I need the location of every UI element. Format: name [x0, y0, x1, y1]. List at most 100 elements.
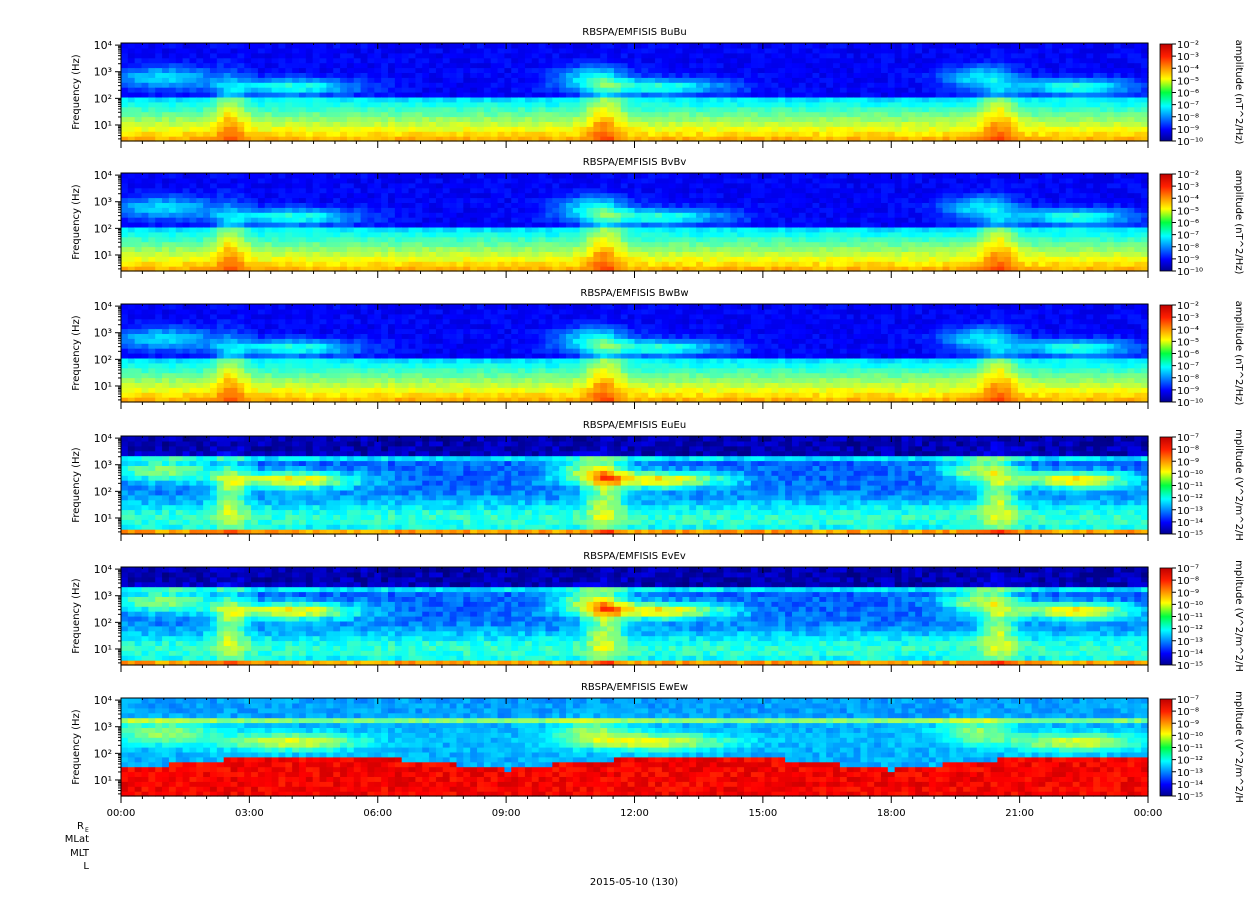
heatmap-cell — [223, 126, 232, 132]
heatmap-cell — [778, 101, 786, 108]
heatmap-cell — [641, 212, 649, 218]
heatmap-cell — [1017, 111, 1026, 118]
heatmap-cell — [593, 236, 601, 243]
heatmap-cell — [148, 231, 156, 238]
heatmap-cell — [319, 57, 327, 64]
heatmap-cell — [552, 72, 560, 78]
heatmap-cell — [607, 173, 615, 179]
heatmap-cell — [1072, 131, 1081, 137]
heatmap-cell — [798, 136, 807, 142]
heatmap-cell — [367, 266, 375, 272]
heatmap-cell — [661, 217, 670, 223]
heatmap-cell — [1113, 82, 1122, 88]
heatmap-cell — [155, 101, 163, 108]
heatmap-cell — [1079, 111, 1087, 118]
heatmap-cell — [360, 173, 369, 179]
heatmap-cell — [504, 136, 512, 142]
heatmap-cell — [175, 126, 184, 132]
heatmap-cell — [641, 43, 649, 49]
heatmap-cell — [846, 72, 855, 78]
heatmap-cell — [285, 197, 293, 203]
heatmap-cell — [292, 116, 300, 122]
heatmap-cell — [1065, 92, 1074, 98]
heatmap-cell — [127, 57, 136, 64]
heatmap-cell — [203, 131, 211, 137]
heatmap-cell — [969, 92, 978, 98]
heatmap-cell — [456, 173, 464, 179]
heatmap-cell — [121, 212, 129, 218]
heatmap-cell — [613, 251, 622, 257]
heatmap-cell — [470, 236, 478, 243]
heatmap-cell — [874, 43, 882, 49]
heatmap-cell — [586, 67, 595, 73]
heatmap-cell — [415, 67, 423, 73]
heatmap-cell — [572, 197, 581, 203]
heatmap-cell — [668, 52, 677, 59]
heatmap-cell — [552, 212, 560, 218]
heatmap-cell — [524, 72, 533, 78]
heatmap-cell — [449, 62, 458, 69]
heatmap-cell — [730, 106, 738, 113]
heatmap-cell — [408, 222, 417, 228]
heatmap-cell — [456, 236, 464, 243]
heatmap-cell — [655, 67, 663, 73]
heatmap-cell — [127, 116, 136, 122]
heatmap-cell — [374, 197, 382, 203]
heatmap-cell — [257, 231, 266, 238]
heatmap-cell — [675, 96, 684, 103]
heatmap-cell — [887, 92, 896, 98]
heatmap-cell — [661, 187, 670, 194]
heatmap-cell — [360, 192, 369, 199]
heatmap-cell — [319, 187, 327, 194]
heatmap-cell — [572, 217, 581, 223]
heatmap-cell — [716, 126, 725, 132]
heatmap-cell — [997, 92, 1005, 98]
heatmap-cell — [963, 72, 971, 78]
heatmap-cell — [586, 187, 595, 194]
heatmap-cell — [579, 231, 588, 238]
heatmap-cell — [340, 251, 348, 257]
heatmap-cell — [579, 177, 588, 184]
heatmap-cell — [668, 126, 677, 132]
heatmap-cell — [251, 52, 259, 59]
heatmap-cell — [648, 246, 656, 252]
heatmap-cell — [182, 182, 191, 189]
heatmap-cell — [497, 266, 506, 272]
heatmap-cell — [1086, 126, 1094, 132]
heatmap-cell — [168, 106, 177, 113]
heatmap-cell — [860, 77, 868, 83]
heatmap-cell — [1127, 131, 1135, 137]
heatmap-cell — [408, 212, 417, 218]
heatmap-cell — [326, 256, 334, 262]
heatmap-cell — [1100, 96, 1108, 103]
heatmap-cell — [168, 222, 177, 228]
heatmap-cell — [388, 82, 396, 88]
heatmap-cell — [367, 187, 375, 194]
heatmap-cell — [1079, 67, 1087, 73]
heatmap-cell — [333, 136, 341, 142]
heatmap-cell — [251, 131, 259, 137]
heatmap-cell — [429, 47, 437, 54]
heatmap-cell — [586, 126, 595, 132]
heatmap-cell — [627, 256, 636, 262]
heatmap-cell — [634, 62, 642, 69]
heatmap-cell — [545, 202, 553, 208]
heatmap-cell — [928, 62, 937, 69]
heatmap-cell — [942, 47, 951, 54]
heatmap-cell — [162, 202, 170, 208]
heatmap-cell — [333, 251, 341, 257]
heatmap-cell — [668, 246, 677, 252]
heatmap-cell — [586, 182, 595, 189]
heatmap-cell — [524, 126, 533, 132]
heatmap-cell — [791, 126, 800, 132]
heatmap-cell — [1127, 57, 1135, 64]
heatmap-cell — [716, 192, 725, 199]
heatmap-cell — [477, 202, 485, 208]
heatmap-cell — [463, 52, 471, 59]
heatmap-cell — [634, 72, 642, 78]
heatmap-cell — [1017, 47, 1026, 54]
heatmap-cell — [141, 236, 149, 243]
heatmap-cell — [785, 47, 793, 54]
heatmap-cell — [531, 217, 540, 223]
heatmap-cell — [429, 62, 437, 69]
